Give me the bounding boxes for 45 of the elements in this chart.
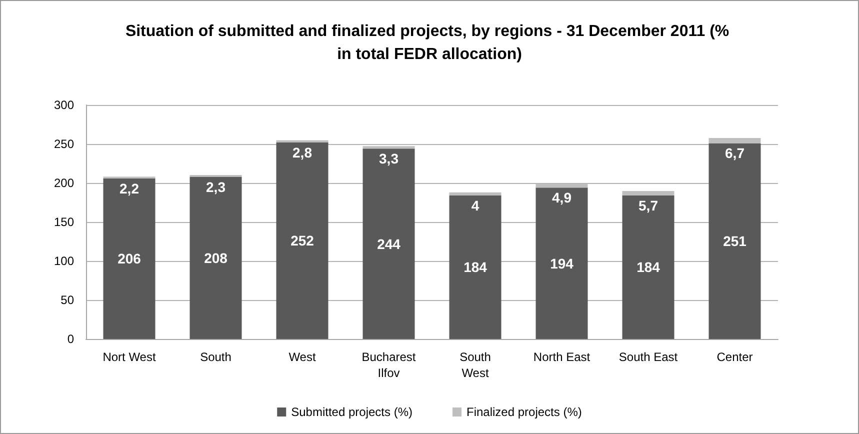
bar: [362, 148, 415, 339]
x-tick-label: Nort West: [102, 350, 156, 364]
y-tick-label: 0: [67, 332, 74, 346]
y-tick-label: 100: [54, 254, 74, 268]
x-tick-label: West: [288, 350, 316, 364]
y-tick-label: 50: [60, 293, 74, 307]
legend-label: Submitted projects (%): [291, 405, 413, 419]
data-label: 2,8: [292, 144, 312, 160]
data-label: 208: [204, 250, 228, 266]
y-tick-label: 250: [54, 137, 74, 151]
bar: [449, 192, 502, 196]
bar: [708, 143, 761, 339]
y-tick-label: 200: [54, 176, 74, 190]
data-label: 6,7: [725, 145, 745, 162]
x-tick-label: South East: [618, 350, 678, 364]
data-label: 184: [636, 259, 660, 276]
x-tick-label: Center: [716, 350, 753, 364]
data-label: 206: [118, 250, 142, 267]
x-tick-label: South West: [460, 350, 491, 380]
bar: [708, 138, 761, 144]
data-label: 2,2: [120, 180, 140, 196]
y-tick-label: 150: [54, 215, 74, 229]
bar: [622, 195, 674, 339]
data-label: 244: [377, 236, 401, 252]
data-label: 5,7: [638, 197, 658, 214]
data-label: 194: [550, 255, 574, 272]
data-label: 4,9: [552, 190, 572, 206]
chart-title: Situation of submitted and finalized projects, by regions - 31 December 2011 (% in total FEDR allocation): [125, 23, 734, 63]
legend-label: Finalized projects (%): [466, 405, 582, 419]
bar: [536, 188, 588, 339]
bar: [103, 178, 156, 339]
data-label: 251: [723, 233, 747, 250]
bar: [190, 176, 242, 339]
data-label: 3,3: [379, 150, 399, 167]
y-tick-label: 300: [54, 98, 74, 112]
bar: [622, 191, 674, 196]
bar: [276, 142, 328, 339]
data-label: 2,3: [206, 178, 226, 195]
x-tick-label: South: [200, 350, 232, 364]
x-tick-label: North East: [533, 350, 591, 364]
data-label: 4: [471, 197, 480, 214]
x-tick-label: Bucharest Ilfov: [362, 350, 416, 380]
data-label: 184: [464, 259, 488, 276]
bar: [449, 195, 502, 339]
data-label: 252: [290, 232, 314, 249]
